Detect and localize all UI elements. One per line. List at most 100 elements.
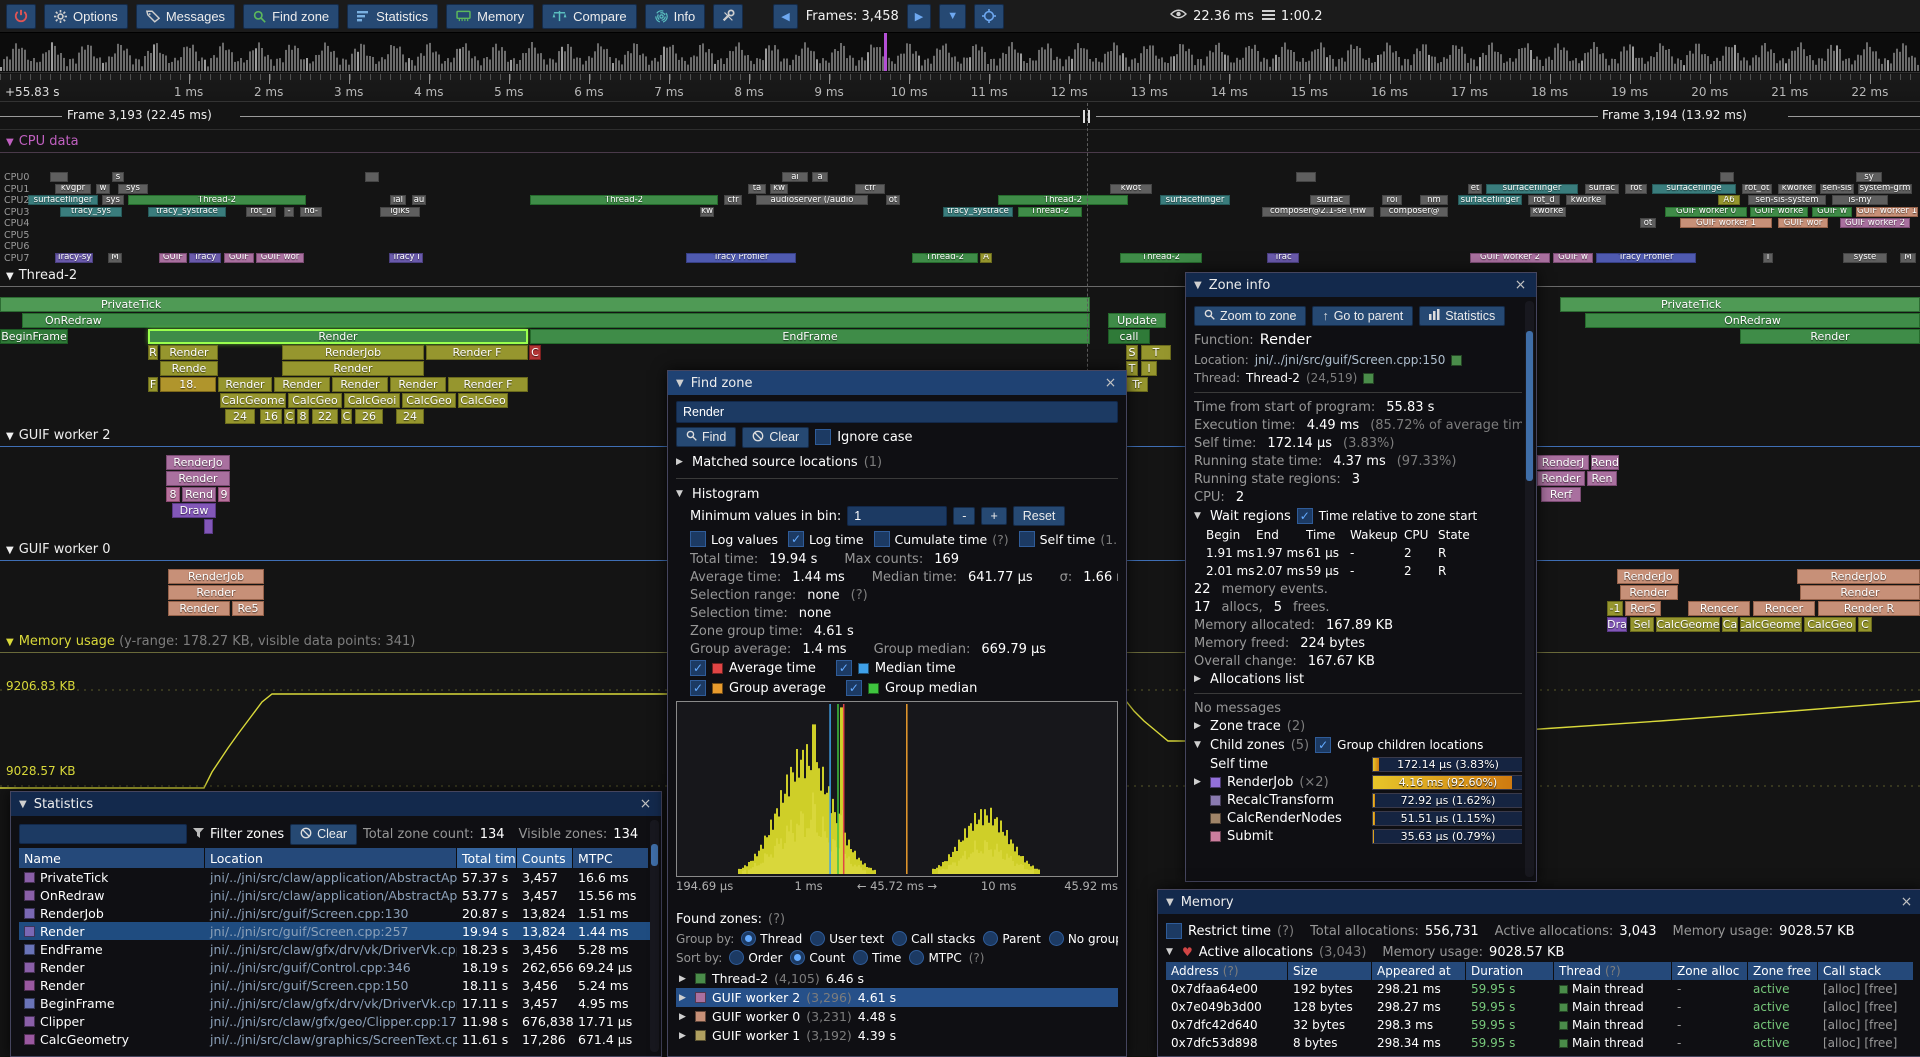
cpu-zone[interactable]: surfaceflinger xyxy=(1160,195,1230,205)
cumulate-time-checkbox[interactable] xyxy=(873,531,890,547)
timeline-zone[interactable]: 8 xyxy=(166,487,180,502)
power-button[interactable] xyxy=(6,3,36,29)
wait-regions-label[interactable]: Wait regions xyxy=(1210,508,1291,524)
collapse-icon[interactable]: ▼ xyxy=(19,798,27,810)
cpu-zone[interactable]: GUIF xyxy=(224,252,254,263)
statistics-button[interactable]: Statistics xyxy=(1419,306,1506,326)
cpu-zone[interactable]: kw xyxy=(770,183,788,194)
cpu-zone[interactable] xyxy=(1720,172,1734,182)
found-zone-group[interactable]: ▶ GUIF worker 0 (3,231) 4.48 s xyxy=(676,1007,1118,1026)
table-row[interactable]: PrivateTick jni/../jni/src/claw/applicati… xyxy=(19,868,653,886)
cpu-zone[interactable]: tracy_sys xyxy=(60,206,122,217)
table-row[interactable]: CalcGeometry jni/../jni/src/claw/graphics… xyxy=(19,1030,653,1048)
cpu-zone[interactable]: ial xyxy=(390,195,406,205)
increment-button[interactable]: + xyxy=(981,507,1007,525)
timeline-zone[interactable]: RenderJo xyxy=(166,455,230,470)
cpu-zone[interactable]: surfac xyxy=(1310,195,1350,205)
child-zone-row[interactable]: RecalcTransform 72.92 μs (1.62%) xyxy=(1194,791,1522,809)
table-row[interactable]: Render jni/../jni/src/guif/Control.cpp:34… xyxy=(19,958,653,976)
column-header[interactable]: Appeared at xyxy=(1372,962,1466,980)
timeline-zone[interactable]: -1 xyxy=(1607,601,1623,616)
reset-button[interactable]: Reset xyxy=(1012,506,1066,526)
time-relative-checkbox[interactable]: ✓ xyxy=(1296,508,1313,524)
column-header[interactable]: Time xyxy=(1306,528,1336,542)
cpu-zone[interactable]: sen-sis-system xyxy=(1748,195,1826,205)
collapse-icon[interactable]: ▼ xyxy=(1194,740,1201,750)
timeline-zone[interactable]: Rencer xyxy=(1688,601,1750,616)
cpu-zone[interactable]: audioserver (/audio xyxy=(756,195,868,205)
column-header[interactable]: Size xyxy=(1288,962,1372,980)
goto-frame-button[interactable] xyxy=(974,3,1005,29)
help-icon[interactable]: (?) xyxy=(1604,964,1621,978)
help-icon[interactable]: (?) xyxy=(768,911,786,927)
sort-by-mtpc-radio[interactable]: MTPC xyxy=(909,950,962,965)
cpu-zone[interactable]: M xyxy=(1900,252,1916,263)
timeline-zone[interactable]: CalcGeo xyxy=(458,393,508,408)
memory-usage-section-header[interactable]: ▼ Memory usage (y-range: 178.27 KB, visib… xyxy=(6,634,416,649)
cpu-zone[interactable]: nm xyxy=(1420,195,1448,205)
timeline-zone[interactable]: Render R xyxy=(1818,601,1920,616)
matched-locations-label[interactable]: Matched source locations xyxy=(692,454,858,470)
average-time-checkbox[interactable]: ✓ xyxy=(690,660,706,676)
cpu-zone[interactable]: surfaceflinger xyxy=(1458,195,1522,205)
ignore-case-checkbox[interactable] xyxy=(815,429,832,445)
cpu-zone[interactable]: kwot xyxy=(1110,183,1152,194)
table-row[interactable]: EndFrame jni/../jni/src/claw/gfx/drv/vk/D… xyxy=(19,940,653,958)
timeline-zone[interactable]: Render xyxy=(1800,585,1920,600)
timeline-zone[interactable]: CalcGeomet xyxy=(1740,617,1802,632)
group-children-checkbox[interactable]: ✓ xyxy=(1315,737,1332,753)
timeline-zone[interactable]: C xyxy=(1858,617,1872,632)
cpu-zone[interactable]: kworke xyxy=(1530,206,1566,217)
find-button[interactable]: Find xyxy=(676,427,737,447)
timeline-zone[interactable]: Render xyxy=(282,361,424,376)
timeline-zone[interactable]: RenderJ xyxy=(1537,455,1589,470)
frame-histogram[interactable] xyxy=(0,33,1920,73)
help-icon[interactable]: (1.16%) xyxy=(1100,531,1118,547)
table-row[interactable]: RenderJob jni/../jni/src/guif/Screen.cpp:… xyxy=(19,904,653,922)
column-header[interactable]: State xyxy=(1438,528,1470,542)
messages-button[interactable]: Messages xyxy=(135,3,236,29)
timeline-zone[interactable]: 18. xyxy=(160,377,216,392)
cpu-zone[interactable]: I xyxy=(1763,252,1773,263)
column-header[interactable]: Wakeup xyxy=(1350,528,1398,542)
cpu-zone[interactable]: GUIF w xyxy=(1553,252,1593,263)
timeline-zone[interactable]: RenderJob xyxy=(168,569,264,584)
frame-dropdown-button[interactable]: ▼ xyxy=(939,3,967,29)
scrollbar-thumb[interactable] xyxy=(651,844,658,866)
timeline-zone[interactable]: T xyxy=(1126,361,1138,376)
expand-icon[interactable]: ▶ xyxy=(679,973,686,984)
column-header[interactable]: CPU xyxy=(1404,528,1429,542)
timeline-zone[interactable]: 22 xyxy=(312,409,338,424)
timeline-zone[interactable]: Render xyxy=(168,585,264,600)
cpu-zone[interactable]: sen-sis xyxy=(1820,183,1854,194)
scrollbar-thumb[interactable] xyxy=(1526,331,1533,481)
prev-frame-button[interactable]: ◀ xyxy=(773,3,798,29)
cpu-zone[interactable]: syste xyxy=(1843,252,1887,263)
found-zone-group[interactable]: ▶ Thread-2 (4,105) 6.46 s xyxy=(676,969,1118,988)
column-header[interactable]: Zone free xyxy=(1748,962,1818,980)
timeline-zone[interactable]: CalcGeome xyxy=(220,393,286,408)
timeline-zone[interactable]: Render F xyxy=(448,377,528,392)
collapse-icon[interactable]: ▼ xyxy=(1194,279,1202,291)
expand-icon[interactable]: ▶ xyxy=(679,1011,686,1022)
self-time-checkbox[interactable] xyxy=(1018,531,1035,547)
collapse-icon[interactable]: ▼ xyxy=(6,545,14,556)
timeline-zone[interactable]: Tr xyxy=(1126,377,1148,392)
free-callstack-link[interactable]: [free] xyxy=(1864,1036,1898,1050)
cpu-zone[interactable]: GUIF xyxy=(159,252,187,263)
cpu-zone[interactable]: - xyxy=(284,206,294,217)
sort-by-time-radio[interactable]: Time xyxy=(853,950,901,965)
cpu-zone[interactable]: lgiks xyxy=(380,206,420,217)
timeline-zone[interactable]: Render F xyxy=(426,345,528,360)
table-row[interactable]: 0x7dfaa64e00 192 bytes 298.21 ms 59.95 s Mai… xyxy=(1166,980,1914,998)
cpu-zone[interactable]: GUIF w xyxy=(1812,206,1852,217)
cpu-zone[interactable]: is-my xyxy=(1832,195,1888,205)
column-header[interactable]: Location xyxy=(205,848,457,868)
column-header[interactable]: Total time xyxy=(457,848,517,868)
location-value[interactable]: jni/../jni/src/guif/Screen.cpp:150 xyxy=(1254,353,1446,367)
histogram-section-label[interactable]: Histogram xyxy=(692,486,760,502)
cpu-data-section-header[interactable]: ▼ CPU data xyxy=(6,134,79,149)
timeline-zone[interactable]: 24 xyxy=(225,409,255,424)
wait-table-row[interactable]: 1.91 ms 1.97 ms 61 μs - 2 R xyxy=(1206,544,1522,562)
expand-icon[interactable]: ▶ xyxy=(1194,674,1201,684)
